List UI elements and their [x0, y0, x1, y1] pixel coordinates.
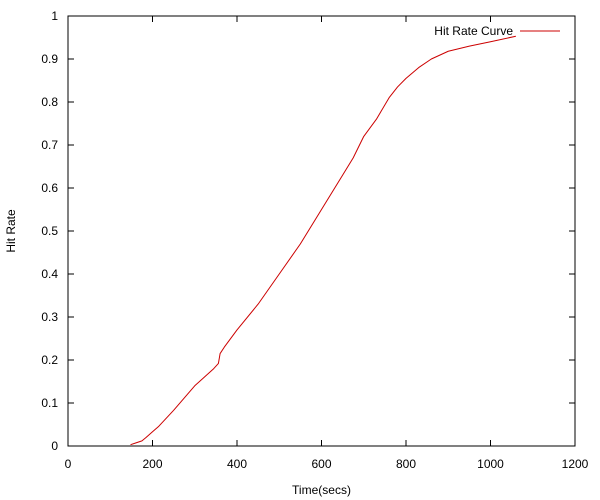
- y-axis: 0 0.1 0.2 0.3 0.4 0.5 0.6 0.7 0.8 0.9 1: [41, 9, 575, 453]
- y-tick-label: 0.9: [41, 52, 58, 66]
- x-tick-label: 200: [142, 457, 162, 471]
- x-tick-label: 600: [311, 457, 331, 471]
- y-tick-label: 0.1: [41, 396, 58, 410]
- y-axis-label: Hit Rate: [4, 209, 18, 253]
- legend-label: Hit Rate Curve: [434, 24, 513, 38]
- x-axis: 0 200 400 600 800 1000 1200: [65, 16, 589, 471]
- x-tick-label: 0: [65, 457, 72, 471]
- y-tick-label: 0.3: [41, 310, 58, 324]
- y-tick-label: 0.8: [41, 95, 58, 109]
- series-line-hit-rate-curve: [130, 35, 516, 446]
- y-tick-label: 0.6: [41, 181, 58, 195]
- y-tick-label: 0: [51, 439, 58, 453]
- x-tick-label: 800: [396, 457, 416, 471]
- series-layer: [130, 35, 516, 446]
- y-tick-label: 0.5: [41, 224, 58, 238]
- y-tick-label: 0.7: [41, 138, 58, 152]
- x-tick-label: 400: [227, 457, 247, 471]
- y-tick-label: 0.4: [41, 267, 58, 281]
- legend: Hit Rate Curve: [434, 24, 560, 38]
- y-tick-label: 0.2: [41, 353, 58, 367]
- x-tick-label: 1200: [562, 457, 589, 471]
- plot-frame: [67, 15, 576, 447]
- y-tick-label: 1: [51, 9, 58, 23]
- x-axis-label: Time(secs): [292, 483, 351, 497]
- x-tick-label: 1000: [477, 457, 504, 471]
